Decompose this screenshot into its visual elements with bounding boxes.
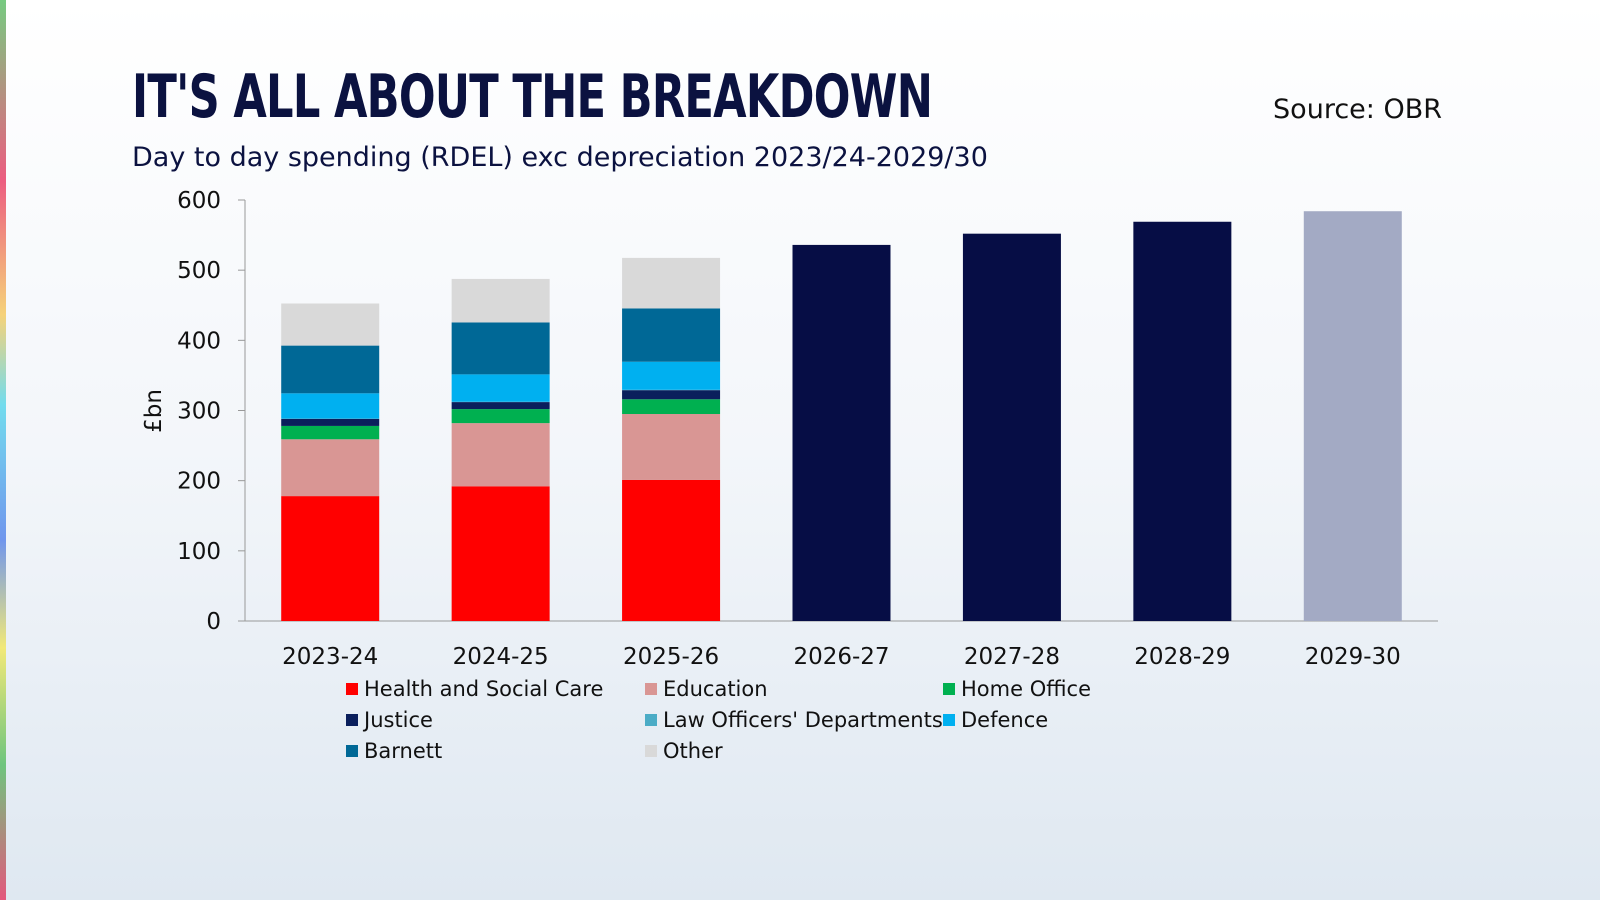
- legend-label: Health and Social Care: [364, 677, 604, 701]
- legend-item: Education: [645, 677, 768, 701]
- legend-swatch: [645, 714, 657, 726]
- bar-total: [962, 233, 1061, 621]
- legend-swatch: [645, 683, 657, 695]
- legend-label: Home Office: [961, 677, 1091, 701]
- legend-swatch: [346, 683, 358, 695]
- legend-swatch: [943, 714, 955, 726]
- chart-subtitle: Day to day spending (RDEL) exc depreciat…: [132, 142, 988, 173]
- legend-label: Justice: [364, 708, 433, 732]
- chart-title: IT'S ALL ABOUT THE BREAKDOWN: [132, 62, 933, 132]
- legend-item: Law Officers' Departments: [645, 708, 943, 732]
- legend-item: Home Office: [943, 677, 1091, 701]
- x-tick-label: 2029-30: [1305, 644, 1401, 670]
- bar-segment-defence: [622, 361, 721, 390]
- x-tick-label: 2027-28: [964, 644, 1060, 670]
- bar-segment-defence: [281, 393, 380, 419]
- bar-total: [1303, 211, 1402, 621]
- bar-segment-other: [622, 257, 721, 309]
- bar-segment-health-and-social-care: [451, 486, 550, 621]
- y-tick-label: 600: [177, 188, 221, 214]
- bar-segment-home-office: [622, 399, 721, 415]
- legend-swatch: [346, 745, 358, 757]
- bar-segment-barnett: [281, 345, 380, 394]
- bar-segment-other: [451, 278, 550, 323]
- legend-item: Barnett: [346, 739, 442, 763]
- legend-swatch: [943, 683, 955, 695]
- bar-segment-justice: [451, 402, 550, 410]
- y-tick-label: 200: [177, 469, 221, 495]
- bar-total: [1133, 221, 1232, 622]
- y-tick-label: 300: [177, 399, 221, 425]
- legend-swatch: [346, 714, 358, 726]
- y-tick-label: 500: [177, 258, 221, 284]
- y-axis-label: £bn: [141, 389, 167, 433]
- legend-label: Law Officers' Departments: [663, 708, 943, 732]
- legend-label: Other: [663, 739, 723, 763]
- legend-label: Barnett: [364, 739, 443, 763]
- legend-swatch: [645, 745, 657, 757]
- bar-segment-justice: [622, 390, 721, 400]
- bar-segment-health-and-social-care: [281, 496, 380, 621]
- bar-segment-barnett: [622, 308, 721, 362]
- legend-label: Defence: [961, 708, 1049, 732]
- decorative-edge: [0, 0, 6, 900]
- bar-segment-defence: [451, 374, 550, 402]
- y-tick-label: 100: [177, 539, 221, 565]
- x-tick-label: 2026-27: [793, 644, 889, 670]
- bar-segment-home-office: [281, 425, 380, 440]
- bar-segment-education: [622, 414, 721, 480]
- bar-total: [792, 244, 891, 621]
- source-label: Source: OBR: [1273, 94, 1442, 125]
- y-tick-label: 0: [206, 609, 221, 635]
- x-tick-label: 2025-26: [623, 644, 719, 670]
- legend-item: Other: [645, 739, 723, 763]
- legend-label: Education: [663, 677, 768, 701]
- x-tick-label: 2028-29: [1134, 644, 1230, 670]
- bar-segment-education: [451, 423, 550, 487]
- y-tick-label: 400: [177, 328, 221, 354]
- bar-segment-other: [281, 303, 380, 346]
- bar-segment-education: [281, 439, 380, 497]
- bar-segment-home-office: [451, 409, 550, 424]
- legend-item: Justice: [346, 708, 433, 732]
- x-tick-label: 2023-24: [282, 644, 378, 670]
- bar-segment-health-and-social-care: [622, 479, 721, 621]
- x-tick-label: 2024-25: [453, 644, 549, 670]
- bar-segment-justice: [281, 418, 380, 426]
- legend-item: Defence: [943, 708, 1048, 732]
- bar-segment-barnett: [451, 322, 550, 375]
- legend-item: Health and Social Care: [346, 677, 603, 701]
